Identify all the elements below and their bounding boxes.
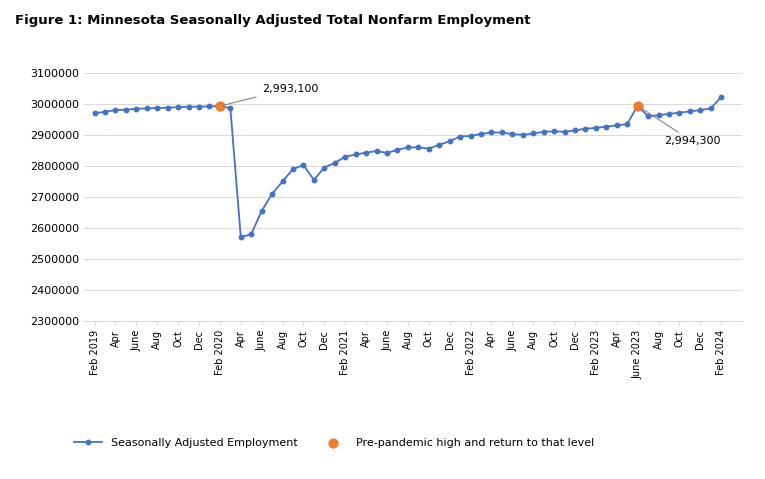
Text: 2,994,300: 2,994,300 (640, 107, 720, 146)
Seasonally Adjusted Employment (435, 142, 444, 148)
Seasonally Adjusted Employment (477, 131, 486, 137)
Seasonally Adjusted Employment (246, 231, 256, 237)
Seasonally Adjusted Employment (215, 103, 224, 109)
Seasonally Adjusted Employment (320, 165, 329, 171)
Legend: Seasonally Adjusted Employment, Pre-pandemic high and return to that level: Seasonally Adjusted Employment, Pre-pand… (70, 433, 599, 452)
Text: 2,993,100: 2,993,100 (223, 83, 318, 105)
Seasonally Adjusted Employment (90, 110, 99, 116)
Text: Figure 1: Minnesota Seasonally Adjusted Total Nonfarm Employment: Figure 1: Minnesota Seasonally Adjusted … (15, 14, 531, 27)
Seasonally Adjusted Employment (236, 234, 246, 240)
Pre-pandemic high and return to that level (213, 103, 226, 110)
Seasonally Adjusted Employment (643, 114, 653, 119)
Pre-pandemic high and return to that level (631, 102, 643, 110)
Seasonally Adjusted Employment (717, 94, 726, 100)
Line: Seasonally Adjusted Employment: Seasonally Adjusted Employment (93, 95, 724, 240)
